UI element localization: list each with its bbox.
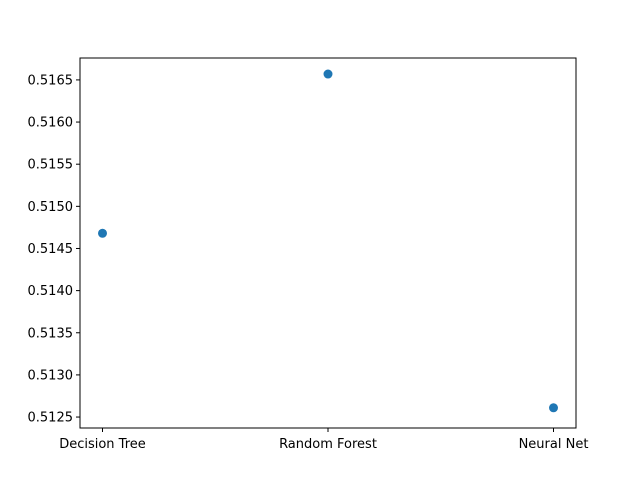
y-tick-label: 0.5145 [28, 242, 74, 257]
data-point [323, 69, 333, 79]
x-tick-label: Neural Net [519, 437, 589, 452]
y-tick-label: 0.5160 [28, 116, 74, 131]
y-tick-label: 0.5155 [28, 158, 74, 173]
x-axis: Decision Tree Random Forest Neural Net [59, 428, 588, 452]
y-tick-label: 0.5130 [28, 368, 74, 383]
y-tick-label: 0.5140 [28, 284, 74, 299]
y-tick-label: 0.5150 [28, 200, 74, 215]
data-point [549, 403, 558, 413]
y-tick-label: 0.5165 [28, 73, 74, 88]
y-tick-label: 0.5135 [28, 326, 74, 341]
y-axis: 0.5125 0.5130 0.5135 0.5140 0.5145 0.5150 0.51… [28, 73, 80, 426]
x-tick-label: Decision Tree [59, 437, 146, 452]
data-points [98, 69, 558, 413]
plot-area [79, 57, 577, 429]
data-point [98, 228, 107, 238]
y-tick-label: 0.5125 [28, 411, 74, 426]
x-tick-label: Random Forest [279, 437, 377, 452]
